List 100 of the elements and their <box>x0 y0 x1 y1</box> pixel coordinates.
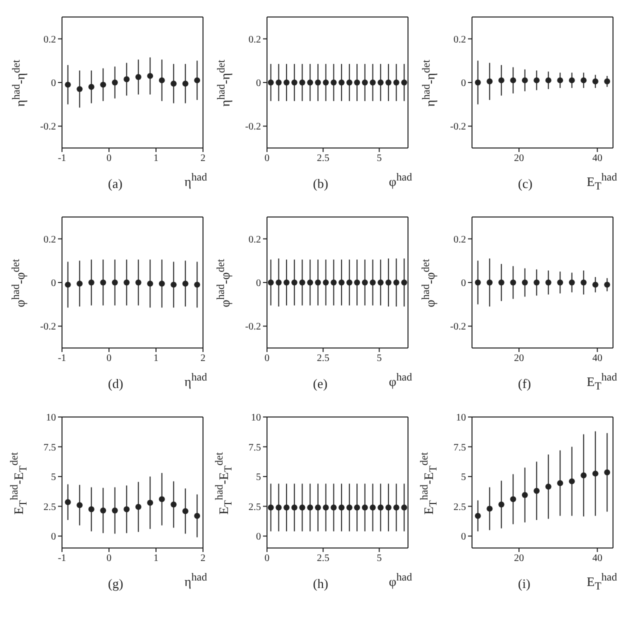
y-tick-label: 0.2 <box>454 234 466 246</box>
x-tick-label: 0 <box>264 153 270 164</box>
x-tick-label: 40 <box>592 353 602 364</box>
point <box>486 506 493 512</box>
y-tick-label: 0 <box>51 78 56 90</box>
x-tick-label: 0 <box>106 353 112 364</box>
x-tick-label: 0 <box>264 353 270 364</box>
point <box>557 480 564 486</box>
point <box>194 512 200 519</box>
y-tick-label: 0 <box>51 532 56 543</box>
x-axis-title: η$^{had}$ <box>184 172 207 190</box>
point <box>124 506 130 512</box>
x-tick-label: 2.5 <box>316 553 330 564</box>
point <box>135 74 142 80</box>
x-tick-label: 40 <box>592 553 602 564</box>
x-axis-title: φ$^{had}$ <box>388 372 412 390</box>
y-tick-label: 0 <box>256 78 261 90</box>
point <box>112 508 118 514</box>
y-tick-label: 0.2 <box>44 234 56 246</box>
x-tick-label: 0 <box>264 553 270 564</box>
x-tick-label: 20 <box>514 353 524 364</box>
point <box>124 76 130 82</box>
x-tick-label: 40 <box>592 153 602 164</box>
point <box>100 82 106 88</box>
x-tick-label: 2.5 <box>316 353 330 364</box>
point <box>522 492 528 498</box>
point <box>182 508 188 514</box>
y-tick-label: 0 <box>461 532 466 543</box>
y-tick-label: 10 <box>456 412 466 424</box>
x-tick-label: 0 <box>106 153 112 164</box>
y-tick-label: -0.2 <box>40 122 56 133</box>
y-tick-label: 0.2 <box>248 234 261 246</box>
x-tick-label: 20 <box>514 153 524 164</box>
text: (h) <box>313 576 328 591</box>
y-tick-label: 7.5 <box>248 442 261 454</box>
y-tick-label: 5 <box>256 472 261 484</box>
x-tick-label: 0 <box>106 553 112 564</box>
point <box>158 496 165 502</box>
x-tick-label: 5 <box>376 153 382 164</box>
x-tick-label: 2.5 <box>316 153 330 164</box>
point <box>158 77 165 84</box>
point <box>88 506 94 512</box>
y-tick-label: 5 <box>51 472 56 484</box>
y-tick-label: 0.2 <box>44 34 56 46</box>
point <box>64 499 71 506</box>
text: (e) <box>313 376 328 391</box>
y-tick-label: -0.2 <box>450 122 466 133</box>
y-tick-label: 7.5 <box>44 442 56 454</box>
y-tick-label: -0.2 <box>245 322 261 333</box>
point <box>498 502 504 508</box>
point <box>147 72 154 79</box>
y-tick-label: 0 <box>461 78 466 90</box>
text: (g) <box>108 576 124 591</box>
y-tick-label: 0 <box>51 278 56 290</box>
point <box>170 502 177 508</box>
x-tick-label: 2 <box>200 353 206 364</box>
point <box>604 469 610 476</box>
x-tick-label: 5 <box>376 553 382 564</box>
x-tick-label: 1 <box>154 353 158 364</box>
point <box>112 80 118 86</box>
point <box>76 502 83 508</box>
point <box>170 80 177 87</box>
text: (f) <box>518 376 531 391</box>
x-axis-title: φ$^{had}$ <box>388 172 412 190</box>
y-tick-label: 0.2 <box>454 34 466 46</box>
y-tick-label: 0 <box>256 278 261 290</box>
text: (i) <box>518 576 530 591</box>
x-axis-title: η$^{had}$ <box>184 372 207 390</box>
y-tick-label: 2.5 <box>248 502 261 513</box>
x-tick-label: 1 <box>154 553 158 564</box>
y-tick-label: -0.2 <box>450 322 466 333</box>
y-tick-label: -0.2 <box>245 122 261 133</box>
x-axis-title: η$^{had}$ <box>184 572 207 590</box>
x-tick-label: -1 <box>58 353 66 364</box>
x-tick-label: 5 <box>376 353 382 364</box>
y-tick-label: 2.5 <box>454 502 466 513</box>
x-tick-label: 2 <box>200 553 206 564</box>
y-tick-label: 10 <box>251 412 261 424</box>
x-tick-label: -1 <box>58 553 66 564</box>
y-tick-label: 0.2 <box>248 34 261 46</box>
y-tick-label: 2.5 <box>44 502 56 513</box>
point <box>568 478 575 484</box>
y-tick-label: 5 <box>461 472 466 484</box>
x-tick-label: 20 <box>514 553 524 564</box>
y-tick-label: 0 <box>461 278 466 290</box>
point <box>510 496 516 502</box>
point <box>88 84 94 90</box>
y-tick-label: 10 <box>46 412 56 424</box>
point <box>76 86 83 92</box>
point <box>545 484 552 490</box>
text: (b) <box>313 176 328 191</box>
y-tick-label: 0 <box>256 532 261 543</box>
x-axis-title: φ$^{had}$ <box>388 572 412 590</box>
point <box>135 504 142 510</box>
text: (c) <box>518 176 532 191</box>
point <box>182 80 188 87</box>
point <box>474 512 481 519</box>
x-tick-label: 1 <box>154 153 158 164</box>
y-tick-label: 7.5 <box>454 442 466 454</box>
x-tick-label: -1 <box>58 153 66 164</box>
